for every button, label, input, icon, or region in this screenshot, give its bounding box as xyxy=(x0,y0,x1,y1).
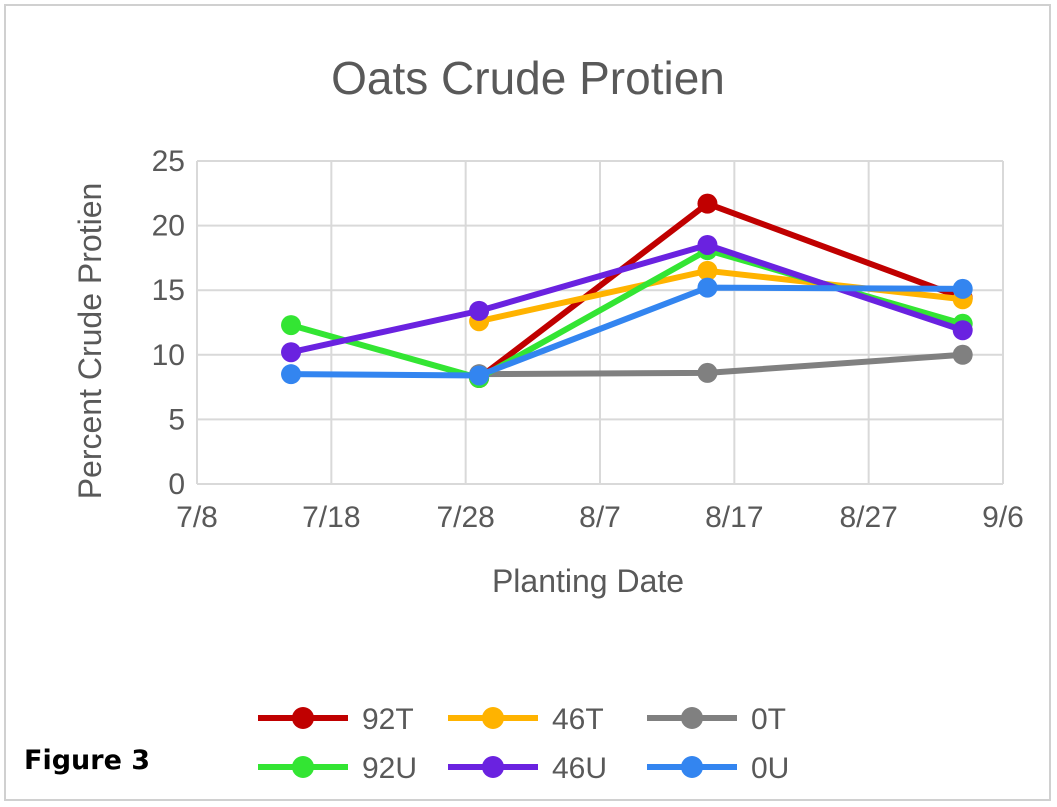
legend-marker-92T xyxy=(292,707,314,729)
y-tick-label: 25 xyxy=(152,145,185,178)
data-point-0U xyxy=(281,364,302,385)
x-tick-label: 8/27 xyxy=(839,501,897,534)
legend-label-46T: 46T xyxy=(552,703,604,736)
legend-marker-46T xyxy=(482,707,504,729)
data-point-46U xyxy=(952,320,973,341)
y-tick-label: 5 xyxy=(168,403,185,436)
y-tick-label: 15 xyxy=(152,274,185,307)
y-axis-title: Percent Crude Protien xyxy=(72,183,108,500)
x-tick-label: 7/8 xyxy=(176,501,218,534)
data-point-46U xyxy=(469,300,490,321)
legend-marker-92U xyxy=(292,756,314,778)
legend-label-0U: 0U xyxy=(751,752,789,785)
gridlines xyxy=(197,160,1004,484)
x-tick-label: 7/28 xyxy=(436,501,494,534)
legend-label-0T: 0T xyxy=(751,703,786,736)
data-point-46U xyxy=(281,342,302,363)
y-tick-label: 0 xyxy=(168,468,185,501)
chart-frame xyxy=(4,4,1051,801)
legend: 92T 46T 0T 92U 46U 0U xyxy=(258,703,789,785)
figure-label: Figure 3 xyxy=(24,745,151,776)
y-tick-label: 10 xyxy=(152,339,185,372)
data-point-0U xyxy=(952,278,973,299)
series-line-46T xyxy=(478,267,964,325)
x-tick-label: 8/7 xyxy=(579,501,621,534)
series-line-0U xyxy=(291,284,963,379)
data-point-0T xyxy=(952,344,973,365)
y-tick-label: 20 xyxy=(152,210,185,243)
data-point-0T xyxy=(697,362,718,383)
x-tick-label: 9/6 xyxy=(982,501,1024,534)
x-axis-title: Planting Date xyxy=(492,563,684,599)
series-line-0T xyxy=(479,351,963,378)
chart-title: Oats Crude Protien xyxy=(331,52,725,104)
data-point-0U xyxy=(697,277,718,298)
legend-marker-0U xyxy=(681,756,703,778)
legend-label-46U: 46U xyxy=(552,752,607,785)
axes: 0 5 10 15 20 25 7/8 7/18 7/28 8/7 8/17 8/27 9/6 xyxy=(152,145,1024,534)
legend-marker-0T xyxy=(681,707,703,729)
x-tick-label: 7/18 xyxy=(302,501,360,534)
data-point-0U xyxy=(469,365,490,386)
data-point-46T xyxy=(697,260,718,281)
x-tick-label: 8/17 xyxy=(705,501,763,534)
data-point-92T xyxy=(697,193,718,214)
series-lines xyxy=(281,193,973,389)
data-point-46U xyxy=(697,234,718,255)
legend-marker-46U xyxy=(482,756,504,778)
legend-label-92U: 92U xyxy=(362,752,417,785)
data-point-92U xyxy=(281,315,302,336)
legend-label-92T: 92T xyxy=(362,703,414,736)
